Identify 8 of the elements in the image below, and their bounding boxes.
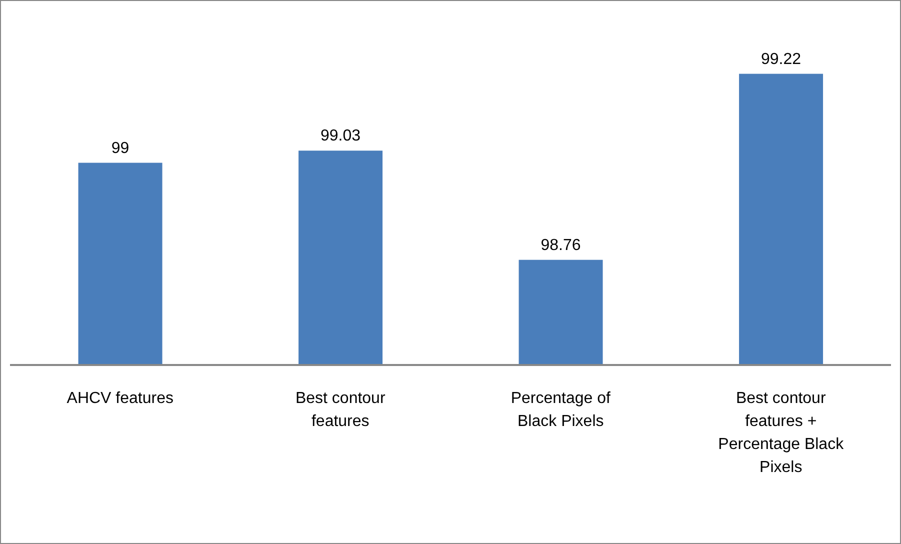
- data-label: 99.22: [761, 50, 802, 68]
- x-tick-label: Percentage of Black Pixels: [510, 390, 611, 430]
- data-label: 98.76: [540, 236, 581, 254]
- x-tick-label: AHCV features: [66, 390, 174, 407]
- data-label: 99: [111, 140, 130, 157]
- x-tick-label: Best contour features + Percentage Black Pixels: [718, 390, 845, 476]
- data-label: 99.03: [320, 128, 361, 145]
- x-tick-label: Best contour features: [295, 390, 386, 430]
